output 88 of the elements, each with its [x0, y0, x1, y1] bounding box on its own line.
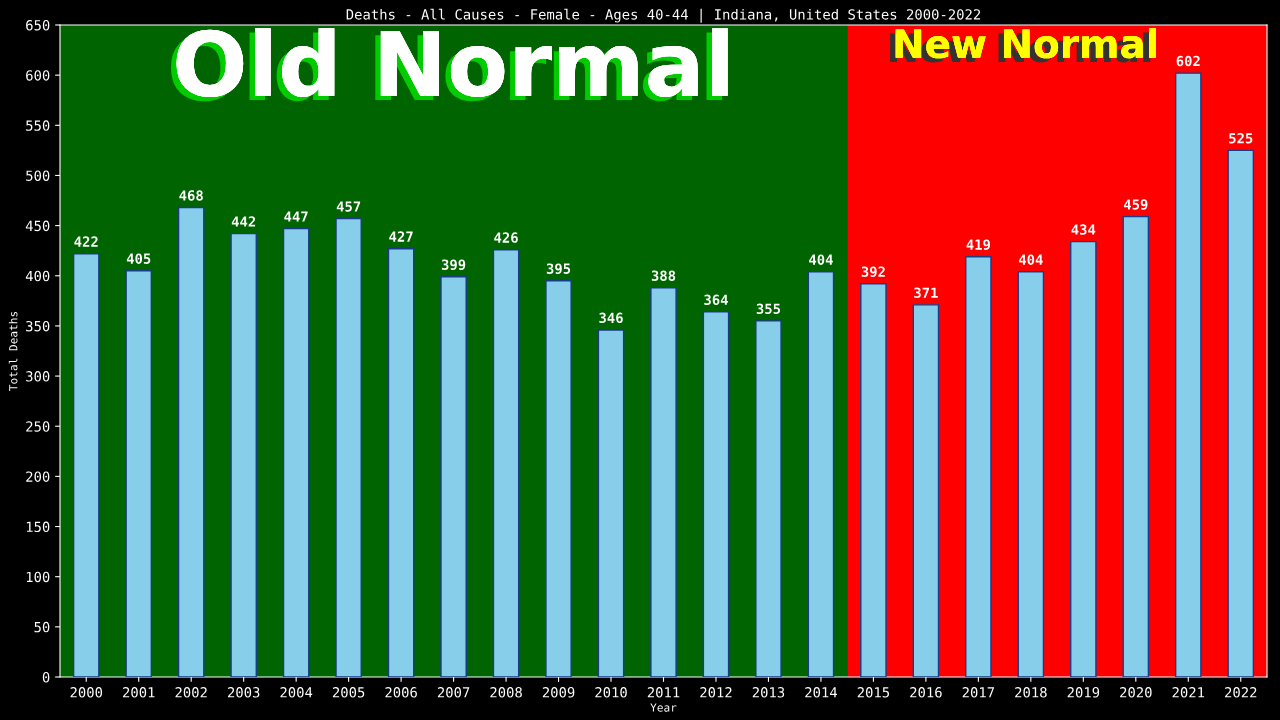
data-label: 525	[1229, 133, 1253, 144]
bar	[912, 304, 940, 677]
x-tick-label: 2005	[332, 687, 365, 698]
bar	[440, 276, 467, 677]
bar	[1227, 149, 1255, 677]
y-tick-label: 250	[26, 421, 50, 432]
y-tick-label: 0	[42, 672, 50, 683]
chart-title: Deaths - All Causes - Female - Ages 40-44 | Indiana, United States 2000-2022	[346, 8, 981, 23]
x-tick-label: 2016	[910, 687, 942, 698]
y-tick-label: 350	[26, 320, 50, 332]
x-tick-label: 2007	[437, 687, 470, 698]
bar	[965, 256, 992, 677]
bar	[1070, 240, 1097, 677]
data-label: 602	[1176, 55, 1200, 67]
x-tick-label: 2020	[1120, 687, 1152, 698]
bar	[230, 232, 257, 677]
data-label: 392	[861, 266, 885, 277]
data-label: 405	[126, 253, 151, 264]
y-tick-label: 400	[25, 270, 50, 282]
data-label: 427	[389, 231, 413, 242]
x-tick-label: 2008	[490, 687, 522, 698]
bar	[335, 217, 362, 677]
x-tick-label: 2002	[175, 687, 207, 698]
x-tick-label: 2022	[1225, 687, 1257, 698]
bar	[807, 271, 835, 677]
y-tick-label: 600	[26, 70, 50, 81]
x-tick-label: 2012	[700, 687, 732, 698]
y-tick-label: 50	[34, 621, 50, 633]
bar	[755, 320, 782, 677]
x-tick-label: 2014	[805, 687, 837, 698]
bar	[282, 227, 310, 677]
data-label: 388	[651, 270, 676, 281]
bar	[860, 283, 887, 677]
data-label: 364	[704, 294, 728, 306]
bar	[702, 311, 730, 677]
x-tick-label: 2004	[280, 687, 313, 698]
data-label: 371	[914, 287, 938, 298]
data-label: 434	[1071, 224, 1096, 235]
x-tick-label: 2019	[1067, 687, 1100, 698]
data-label: 447	[284, 211, 308, 222]
data-label: 355	[756, 303, 781, 315]
x-tick-label: 2000	[70, 687, 103, 698]
data-label: 346	[599, 312, 623, 324]
bar	[1174, 72, 1202, 677]
data-label: 468	[179, 190, 203, 201]
y-tick-label: 300	[26, 371, 50, 382]
data-label: 442	[231, 216, 256, 227]
data-label: 459	[1123, 199, 1148, 210]
bar	[492, 248, 520, 677]
y-tick-label: 500	[26, 170, 50, 181]
data-label: 404	[1019, 254, 1043, 265]
data-label: 426	[494, 232, 518, 243]
x-tick-label: 2013	[752, 687, 785, 698]
x-tick-label: 2017	[962, 687, 995, 698]
y-tick-label: 150	[26, 521, 50, 533]
bar	[1122, 215, 1150, 677]
band-label: New Normal	[890, 28, 1156, 63]
data-label: 422	[74, 236, 98, 247]
bar	[125, 270, 153, 677]
x-axis-title: Year	[650, 703, 677, 712]
data-label: 419	[966, 239, 991, 250]
bar	[650, 287, 677, 677]
bar	[72, 253, 100, 677]
data-label: 457	[336, 201, 361, 212]
x-tick-label: 2018	[1015, 687, 1047, 698]
data-label: 404	[809, 254, 833, 265]
x-tick-label: 2001	[123, 687, 155, 698]
band-label: Old Normal	[170, 28, 728, 102]
data-label: 399	[441, 259, 466, 270]
y-tick-label: 650	[26, 20, 50, 31]
x-tick-label: 2006	[385, 687, 417, 698]
y-tick-label: 450	[25, 220, 50, 232]
bar	[177, 206, 205, 677]
y-tick-label: 100	[26, 571, 50, 583]
y-tick-label: 200	[26, 471, 50, 482]
x-tick-label: 2009	[542, 687, 575, 698]
y-axis-title: Total Deaths	[8, 311, 18, 391]
x-tick-label: 2010	[595, 687, 627, 698]
data-label: 395	[546, 263, 571, 274]
bar	[597, 329, 625, 677]
x-tick-label: 2011	[647, 687, 680, 698]
bar	[1017, 271, 1045, 677]
bar	[387, 247, 415, 677]
bar	[545, 280, 572, 677]
y-tick-label: 550	[26, 120, 50, 131]
x-tick-label: 2021	[1172, 687, 1205, 698]
x-tick-label: 2015	[857, 687, 890, 698]
x-tick-label: 2003	[227, 687, 260, 698]
